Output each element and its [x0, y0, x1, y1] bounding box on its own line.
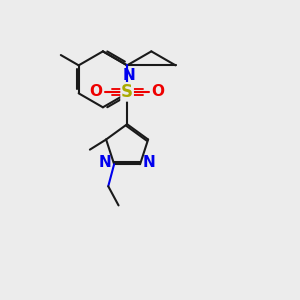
Text: S: S — [121, 83, 133, 101]
Text: N: N — [99, 155, 112, 170]
Text: O: O — [90, 84, 103, 99]
Text: O: O — [152, 84, 165, 99]
Text: N: N — [142, 155, 155, 170]
Text: N: N — [122, 68, 135, 83]
